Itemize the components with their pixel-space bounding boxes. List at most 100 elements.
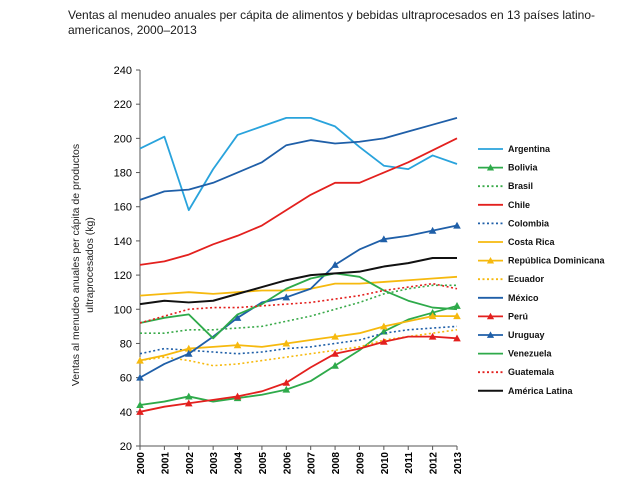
axes: 20 40 60 80 100 120 140 160 180 200 220 240 2000 2001…	[114, 65, 464, 474]
data-point-marker	[428, 332, 437, 340]
y-tick-label: 240	[114, 65, 132, 77]
legend-item-peru: Perú	[478, 311, 528, 321]
series-colombia	[139, 325, 458, 355]
legend-item-bolivia: Bolivia	[478, 163, 539, 173]
legend-item-uruguay: Uruguay	[478, 330, 545, 340]
legend-item-venezuela: Venezuela	[478, 349, 553, 359]
data-point-marker	[380, 322, 388, 330]
y-tick-label: 80	[120, 338, 132, 350]
data-point-marker	[184, 349, 193, 357]
legend-marker	[486, 164, 495, 171]
series-uruguay	[136, 221, 461, 381]
legend-label: México	[508, 293, 539, 303]
legend-item-chile: Chile	[478, 200, 530, 210]
data-point-marker	[453, 334, 461, 342]
legend-item-argentina: Argentina	[478, 144, 551, 154]
data-point-marker	[453, 302, 461, 309]
series-line	[139, 315, 457, 362]
series-guatemala	[139, 282, 458, 324]
legend-label: Colombia	[508, 218, 550, 228]
x-tick-label: 2012	[429, 452, 440, 475]
x-tick-label: 2004	[234, 452, 245, 475]
data-point-marker	[184, 344, 193, 352]
data-point-marker	[453, 312, 461, 320]
data-point-marker	[282, 293, 291, 301]
series-line	[139, 275, 458, 297]
legend-marker	[486, 312, 495, 320]
x-tick-label: 2010	[380, 452, 391, 475]
x-tick-label: 2007	[307, 452, 318, 475]
data-point-marker	[331, 361, 339, 369]
x-tick-label: 2009	[355, 452, 366, 475]
y-tick-label: 160	[114, 202, 132, 214]
series-chile	[139, 137, 458, 266]
legend-item-mexico: México	[478, 293, 539, 303]
legend-item-republica-dominicana: República Dominicana	[478, 256, 606, 266]
legend-item-brasil: Brasil	[478, 181, 533, 191]
series-peru	[136, 332, 461, 415]
data-point-marker	[184, 399, 193, 407]
x-tick-label: 2003	[209, 452, 220, 475]
data-point-marker	[428, 226, 437, 234]
series-republica-dominicana	[136, 312, 461, 364]
legend-label: América Latina	[508, 386, 574, 396]
y-tick-label: 100	[114, 304, 132, 316]
series-layer	[136, 116, 461, 415]
data-point-marker	[331, 349, 339, 357]
y-axis-label: Ventas al menudeo anuales per cápita de …	[70, 144, 96, 386]
legend-item-ecuador: Ecuador	[478, 274, 545, 284]
series-line	[139, 116, 458, 212]
series-line	[139, 325, 458, 355]
y-axis-label-line1: Ventas al menudeo anuales per cápita de …	[70, 144, 82, 386]
x-tick-label: 2000	[136, 452, 147, 475]
legend-marker	[486, 257, 495, 264]
chart-title: Ventas al menudeo anuales per cápita de …	[68, 8, 596, 37]
x-tick-label: 2013	[453, 452, 464, 475]
series-line	[139, 116, 458, 201]
series-america-latina	[139, 257, 457, 306]
data-point-marker	[380, 337, 388, 345]
data-point-marker	[136, 401, 144, 409]
data-point-marker	[136, 408, 144, 415]
legend: Argentina Bolivia Brasil Chile Colombia Costa…	[478, 144, 606, 396]
y-tick-label: 60	[120, 373, 132, 385]
x-tick-label: 2011	[404, 452, 415, 474]
y-tick-label: 140	[114, 236, 132, 248]
series-mexico	[139, 116, 458, 201]
data-point-marker	[428, 312, 437, 320]
legend-label: Brasil	[508, 181, 533, 191]
series-line	[139, 257, 457, 306]
data-point-marker	[136, 373, 144, 381]
legend-label: Venezuela	[508, 349, 553, 359]
legend-marker	[486, 331, 495, 338]
legend-item-costa-rica: Costa Rica	[478, 237, 556, 247]
x-tick-label: 2002	[185, 452, 196, 475]
series-venezuela	[139, 272, 458, 340]
legend-label: Guatemala	[508, 367, 555, 377]
legend-label: Costa Rica	[508, 237, 556, 247]
legend-label: Bolivia	[508, 163, 539, 173]
legend-label: Ecuador	[508, 274, 545, 284]
y-axis-label-line2: ultraprocesados (kg)	[84, 217, 96, 313]
series-line	[139, 137, 458, 266]
legend-item-colombia: Colombia	[478, 218, 550, 228]
series-costa-rica	[139, 275, 458, 297]
data-point-marker	[380, 235, 388, 243]
y-tick-label: 220	[114, 99, 132, 111]
data-point-marker	[184, 392, 193, 400]
y-tick-label: 180	[114, 168, 132, 180]
y-tick-label: 20	[120, 441, 132, 453]
legend-label: Perú	[508, 311, 528, 321]
series-line	[139, 335, 458, 413]
x-tick-label: 2001	[160, 452, 171, 475]
data-point-marker	[331, 332, 339, 340]
x-tick-label: 2006	[282, 452, 293, 475]
data-point-marker	[282, 378, 291, 386]
data-point-marker	[233, 392, 242, 400]
data-point-marker	[282, 385, 291, 393]
series-line	[139, 282, 458, 324]
data-point-marker	[282, 339, 291, 347]
x-tick-label: 2005	[258, 452, 269, 475]
series-argentina	[139, 116, 458, 212]
